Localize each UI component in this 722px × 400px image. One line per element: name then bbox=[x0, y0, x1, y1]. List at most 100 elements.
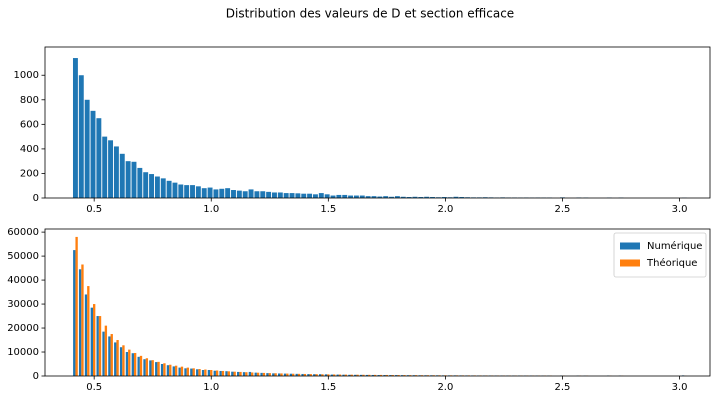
bar bbox=[383, 375, 386, 376]
legend-box bbox=[613, 232, 707, 278]
bar bbox=[114, 342, 117, 376]
bar bbox=[318, 193, 324, 198]
y-tick-label: 60000 bbox=[7, 227, 39, 238]
bar bbox=[348, 195, 354, 198]
bar bbox=[350, 374, 353, 376]
bar bbox=[166, 365, 170, 376]
bar bbox=[213, 189, 219, 198]
bar bbox=[359, 195, 365, 198]
bar bbox=[260, 191, 266, 198]
bar bbox=[108, 140, 114, 198]
bar bbox=[155, 362, 158, 376]
bar bbox=[201, 370, 205, 376]
x-tick-label: 2.5 bbox=[555, 382, 571, 393]
bar bbox=[286, 373, 289, 376]
bar bbox=[131, 353, 134, 376]
x-tick-label: 0.5 bbox=[86, 382, 102, 393]
bar bbox=[441, 197, 447, 198]
y-tick-label: 20000 bbox=[7, 323, 39, 334]
bar bbox=[210, 370, 213, 376]
bar bbox=[102, 136, 108, 198]
bar bbox=[389, 375, 392, 376]
bar bbox=[412, 196, 418, 198]
bar bbox=[93, 304, 96, 376]
bar bbox=[207, 370, 211, 376]
bar bbox=[225, 188, 231, 198]
bar bbox=[133, 352, 137, 376]
y-tick-label: 40000 bbox=[7, 275, 39, 286]
bar bbox=[149, 174, 154, 198]
bar bbox=[143, 359, 146, 376]
bar bbox=[145, 358, 149, 376]
bar bbox=[221, 370, 225, 376]
bar bbox=[289, 193, 295, 198]
bar bbox=[149, 360, 152, 376]
bar bbox=[90, 307, 94, 376]
bar bbox=[353, 195, 359, 198]
bar bbox=[122, 345, 125, 376]
bar bbox=[301, 373, 304, 376]
bar bbox=[196, 369, 199, 376]
bar bbox=[272, 373, 275, 376]
bar bbox=[96, 316, 99, 376]
y-tick-label: 200 bbox=[20, 168, 39, 179]
bar bbox=[195, 186, 201, 198]
bar bbox=[128, 349, 131, 376]
bar bbox=[207, 187, 213, 198]
bar bbox=[371, 374, 374, 376]
bar bbox=[312, 194, 318, 198]
bar bbox=[198, 369, 201, 376]
bar bbox=[102, 331, 105, 376]
bar bbox=[137, 356, 140, 376]
bar bbox=[307, 374, 310, 376]
bar bbox=[154, 176, 160, 198]
bar bbox=[125, 161, 131, 198]
bar bbox=[348, 374, 351, 376]
bar bbox=[395, 375, 398, 376]
bar bbox=[336, 194, 342, 198]
bar bbox=[280, 373, 283, 376]
bar bbox=[266, 373, 269, 376]
bar bbox=[219, 188, 225, 198]
bar bbox=[139, 355, 143, 376]
bar bbox=[365, 196, 371, 198]
bar bbox=[215, 370, 219, 376]
bar bbox=[157, 361, 160, 376]
bar bbox=[184, 185, 190, 198]
bar bbox=[289, 373, 293, 376]
bar bbox=[186, 367, 190, 376]
bar bbox=[160, 364, 164, 376]
bar bbox=[160, 178, 166, 198]
bar bbox=[315, 374, 318, 376]
bar bbox=[362, 374, 365, 376]
bar bbox=[303, 373, 307, 376]
bar bbox=[233, 371, 236, 376]
x-tick-label: 1.5 bbox=[320, 204, 336, 215]
bar bbox=[354, 374, 357, 376]
bar bbox=[90, 110, 96, 198]
bar bbox=[236, 190, 242, 198]
bar bbox=[459, 197, 465, 198]
bar bbox=[81, 264, 84, 376]
bar bbox=[338, 374, 342, 376]
bar bbox=[403, 375, 406, 376]
bar bbox=[113, 146, 119, 198]
bar bbox=[143, 172, 149, 198]
bar bbox=[414, 375, 418, 376]
axes-frame bbox=[44, 228, 711, 377]
bar bbox=[204, 369, 207, 376]
bar bbox=[391, 375, 394, 376]
bar bbox=[166, 180, 172, 198]
bar bbox=[104, 325, 108, 376]
bar bbox=[78, 75, 84, 198]
bar bbox=[78, 269, 82, 376]
bar bbox=[324, 374, 328, 376]
bar bbox=[260, 372, 263, 376]
bar bbox=[297, 373, 301, 376]
bar bbox=[190, 368, 193, 376]
legend-swatch bbox=[620, 259, 640, 267]
x-tick-label: 1.0 bbox=[203, 382, 219, 393]
bar bbox=[84, 99, 90, 198]
bar bbox=[330, 195, 336, 198]
y-tick-label: 600 bbox=[20, 119, 39, 130]
